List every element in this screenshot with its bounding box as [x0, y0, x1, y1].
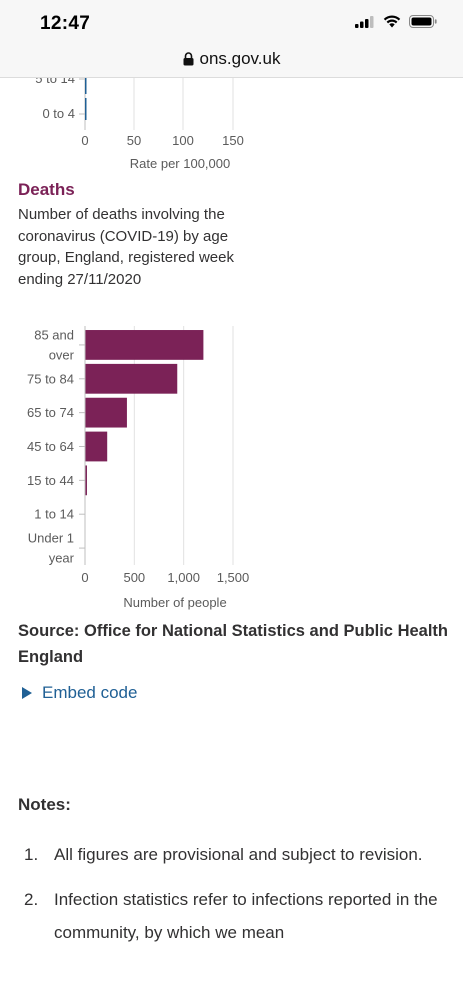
note-number: 2.	[24, 890, 39, 909]
cellular-signal-icon	[355, 15, 374, 28]
rate-chart-bar	[85, 98, 87, 120]
rate-chart-category-label: 0 to 4	[42, 106, 75, 121]
battery-icon	[409, 15, 437, 28]
deaths-chart-tick-label: 1,000	[167, 570, 200, 585]
deaths-chart-category-label: 65 to 74	[27, 405, 74, 420]
status-bar: 12:47	[0, 0, 463, 40]
deaths-chart-tick-label: 500	[123, 570, 145, 585]
rate-chart-bar	[85, 78, 87, 94]
page-content: 5 to 14 0 to 4 0 50 100 150 Rate per 100…	[0, 78, 463, 1000]
deaths-chart-category-label: 75 to 84	[27, 371, 74, 386]
deaths-chart-category-label: 1 to 14	[34, 507, 74, 522]
deaths-chart-tick-label: 0	[81, 570, 88, 585]
rate-chart-tick-label: 0	[81, 133, 88, 148]
status-time: 12:47	[40, 13, 91, 34]
deaths-chart-tick-label: 1,500	[217, 570, 250, 585]
lock-icon	[183, 51, 194, 65]
note-text: All figures are provisional and subject …	[54, 845, 423, 864]
deaths-chart-bar	[85, 431, 108, 462]
deaths-chart-category-label: 15 to 44	[27, 473, 74, 488]
deaths-heading: Deaths	[18, 180, 75, 199]
deaths-chart-bar	[85, 363, 178, 394]
source-note: Source: Office for National Statistics a…	[18, 622, 448, 666]
address-bar[interactable]: ons.gov.uk	[0, 40, 463, 78]
rate-chart-category-label: 5 to 14	[35, 78, 75, 86]
status-icons	[355, 15, 437, 28]
wifi-icon	[383, 15, 401, 28]
deaths-chart-grid	[133, 326, 234, 565]
rate-chart: 5 to 14 0 to 4 0 50 100 150 Rate per 100…	[35, 78, 244, 171]
rate-chart-tick-label: 50	[127, 133, 141, 148]
rate-chart-tick-label: 150	[222, 133, 244, 148]
note-item: 1. All figures are provisional and subje…	[24, 838, 444, 871]
deaths-chart-category-labels: 85 and over 75 to 84 65 to 74 45 to 64 15 to …	[27, 327, 85, 566]
deaths-chart-tick-labels: 0 500 1,000 1,500	[81, 570, 249, 585]
deaths-chart-bar	[85, 330, 204, 360]
deaths-description: Number of deaths involving the coronavir…	[18, 206, 234, 288]
rate-chart-tick-label: 100	[172, 133, 194, 148]
url-text: ons.gov.uk	[199, 48, 281, 68]
rate-chart-grid	[133, 78, 234, 130]
disclosure-triangle-icon	[22, 687, 32, 699]
deaths-chart-bars	[85, 330, 204, 496]
embed-code-label: Embed code	[42, 683, 138, 702]
rate-chart-x-axis-label: Rate per 100,000	[130, 156, 230, 171]
note-number: 1.	[24, 845, 39, 864]
deaths-chart-x-axis-label: Number of people	[123, 595, 226, 610]
deaths-chart-category-label: Under 1 year	[28, 531, 75, 566]
notes-heading: Notes:	[18, 795, 71, 814]
note-item: 2. Infection statistics refer to infecti…	[24, 883, 444, 949]
deaths-chart-category-label: 85 and over	[34, 327, 74, 362]
note-text: Infection statistics refer to infections…	[54, 890, 438, 942]
notes-list: 1. All figures are provisional and subje…	[24, 838, 444, 961]
deaths-chart-category-label: 45 to 64	[27, 439, 74, 454]
embed-code-toggle[interactable]: Embed code	[22, 683, 137, 703]
deaths-chart-bar	[85, 397, 127, 428]
deaths-chart: 85 and over 75 to 84 65 to 74 45 to 64 15 to …	[27, 326, 249, 610]
deaths-chart-bar	[85, 465, 87, 496]
